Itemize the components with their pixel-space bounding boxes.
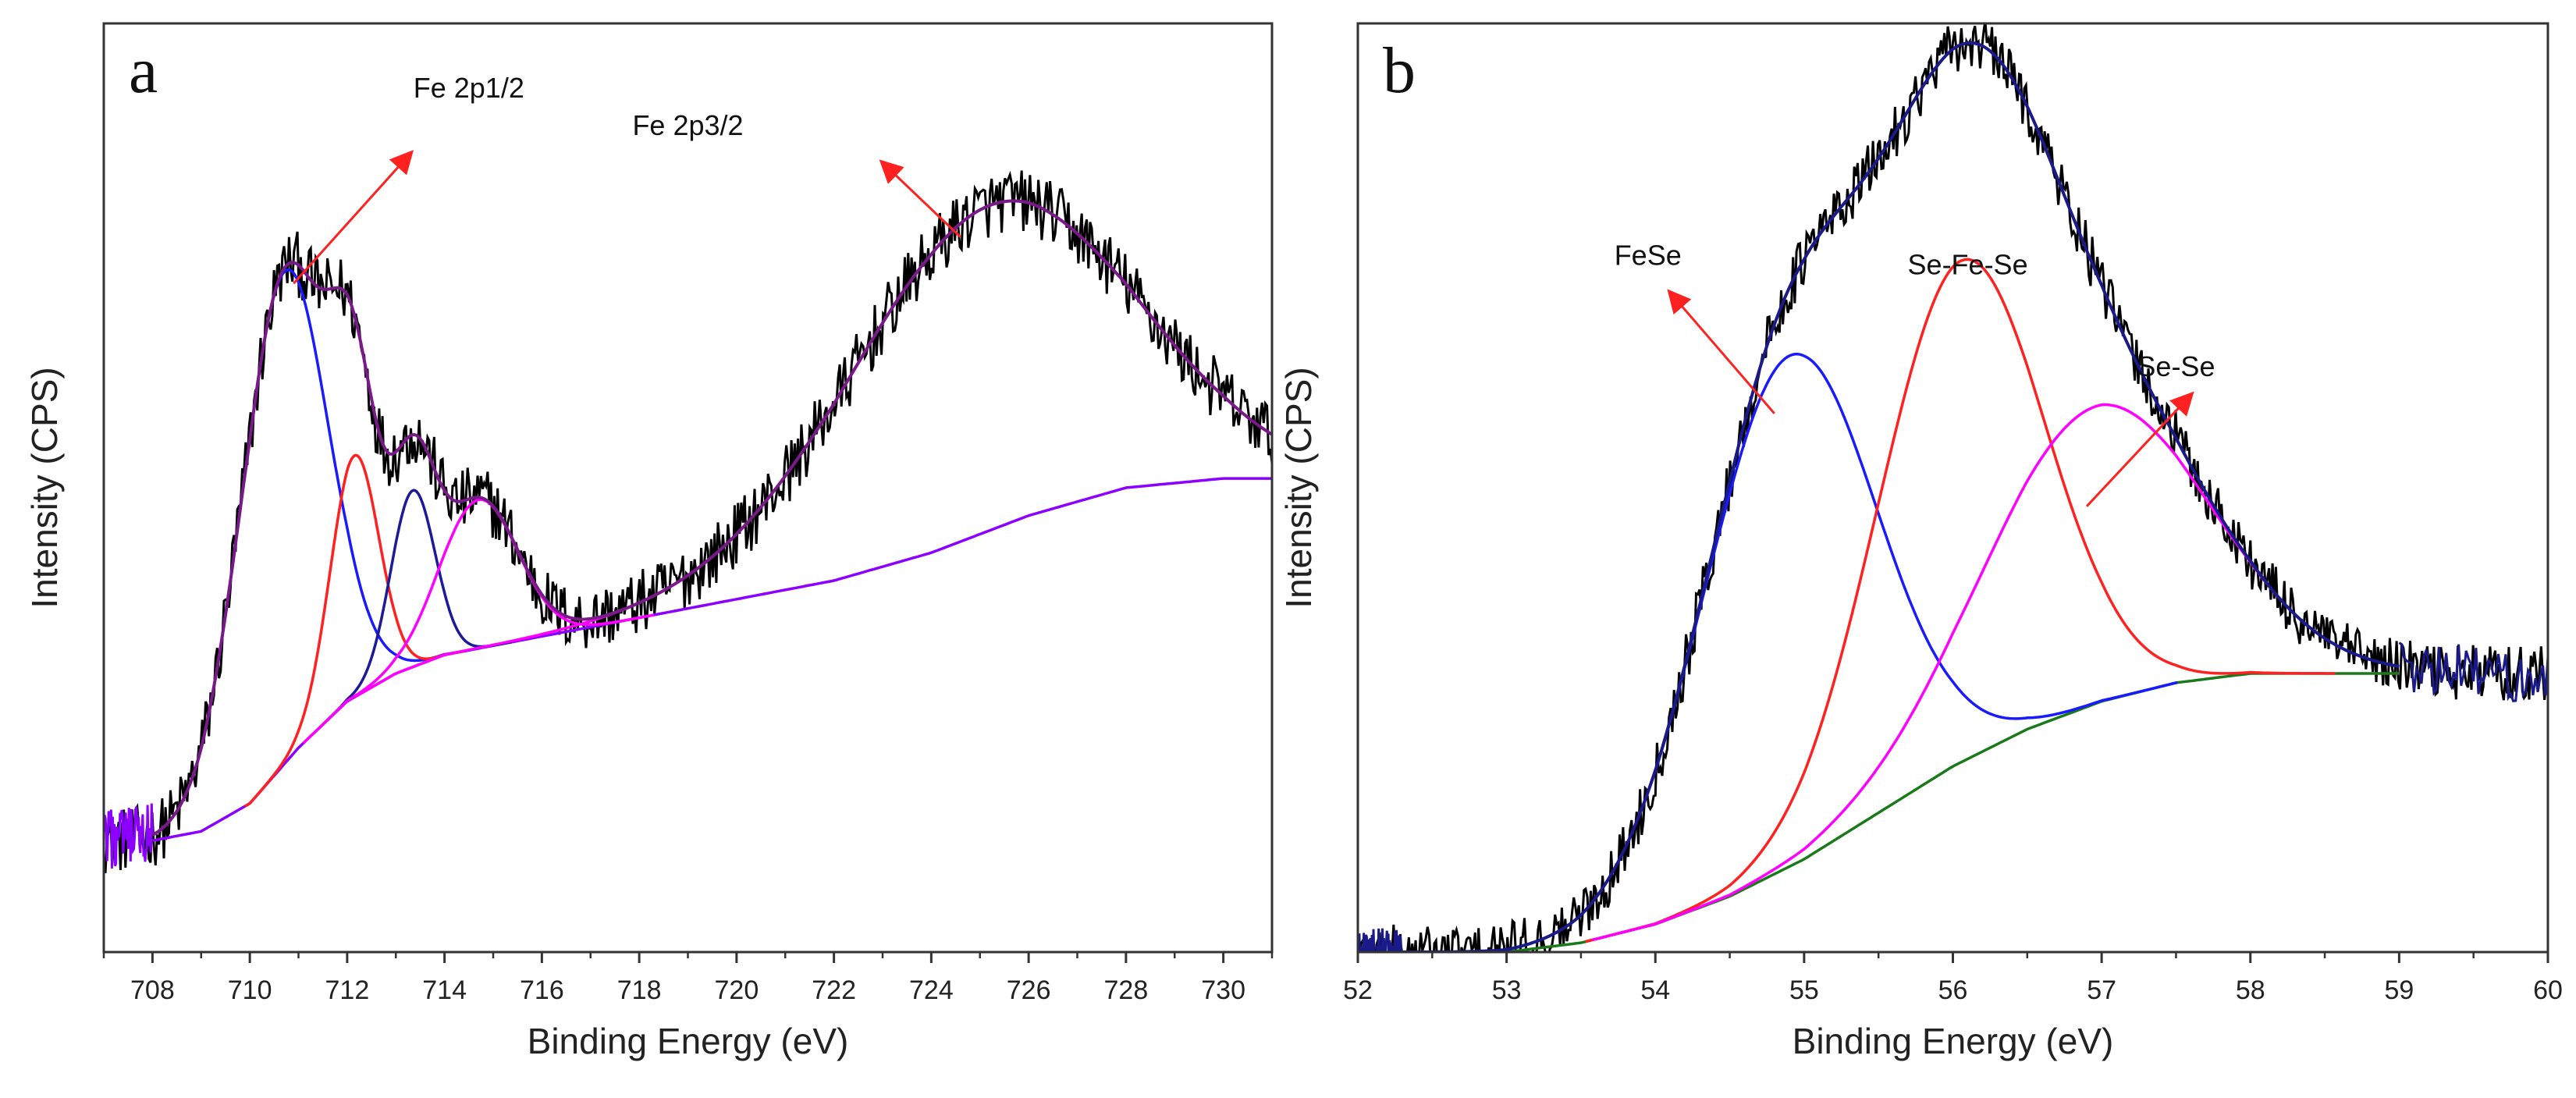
- x-tick-label: 56: [1938, 975, 1968, 1005]
- y-axis-label: Intensity (CPS): [1278, 367, 1319, 608]
- x-tick-label: 58: [2236, 975, 2265, 1005]
- plot-area: [1358, 23, 2548, 952]
- x-tick-label: 710: [228, 975, 272, 1005]
- background-line: [152, 477, 1272, 842]
- x-tick-label: 52: [1343, 975, 1373, 1005]
- annotation-label: Se-Se: [2137, 350, 2215, 382]
- y-axis-label: Intensity (CPS): [24, 367, 65, 608]
- plot-frame: [102, 22, 1274, 954]
- x-tick-label: 55: [1789, 975, 1819, 1005]
- x-tick-label: 728: [1104, 975, 1149, 1005]
- x-tick-label: 730: [1201, 975, 1245, 1005]
- envelope-line: [151, 199, 1272, 837]
- annotation-label: FeSe: [1615, 239, 1682, 271]
- panel-b: 52 53 54 55 56 57 58 59 60 Binding Energy (eV) Int…: [1278, 22, 2563, 1061]
- x-tick-label: 712: [325, 975, 370, 1005]
- x-tick-label: 716: [520, 975, 564, 1005]
- annotation-arrow: [879, 159, 961, 238]
- x-tick-label: 724: [909, 975, 954, 1005]
- peak-2-line: [243, 453, 464, 808]
- peak-1-line: [1402, 352, 2178, 952]
- x-axis-label: Binding Energy (eV): [528, 1021, 849, 1061]
- raw-tail-1: [2398, 641, 2548, 702]
- annotation-label: Fe 2p1/2: [414, 72, 524, 104]
- annotation-arrow: [1667, 289, 1775, 414]
- raw-data-line: [1358, 23, 2548, 952]
- x-tick-label: 53: [1492, 975, 1522, 1005]
- x-tick-label: 54: [1640, 975, 1670, 1005]
- panel-letter: b: [1383, 34, 1416, 107]
- peak-4-line: [302, 498, 655, 744]
- plot-frame: [1356, 22, 2549, 954]
- x-tick-label: 718: [617, 975, 662, 1005]
- plot-area: [104, 170, 1272, 874]
- x-tick-label: 708: [130, 975, 175, 1005]
- annotation-arrow: [2085, 391, 2194, 507]
- x-axis-label: Binding Energy (eV): [1793, 1021, 2114, 1061]
- panel-letter: a: [129, 34, 158, 107]
- x-tick-label: 720: [715, 975, 759, 1005]
- panel-a: 708 710 712 714 716 718 720 722 724 726 728 730 Bind…: [24, 22, 1274, 1061]
- annotation-label: Se-Fe-Se: [1908, 248, 2028, 280]
- peak-2-line: [1585, 258, 2336, 943]
- x-tick-label: 57: [2087, 975, 2116, 1005]
- peak-3-line: [313, 489, 512, 734]
- x-tick-label: 726: [1007, 975, 1051, 1005]
- annotation-arrow: [293, 150, 414, 285]
- envelope-line: [1402, 41, 2400, 952]
- background-line: [1402, 672, 2400, 952]
- raw-tail-0: [104, 803, 154, 869]
- x-tick-label: 60: [2533, 975, 2563, 1005]
- x-tick-label: 59: [2384, 975, 2414, 1005]
- x-tick-label: 714: [422, 975, 467, 1005]
- x-tick-label: 722: [812, 975, 856, 1005]
- raw-tail-0: [1358, 928, 1403, 952]
- annotation-label: Fe 2p3/2: [632, 109, 743, 141]
